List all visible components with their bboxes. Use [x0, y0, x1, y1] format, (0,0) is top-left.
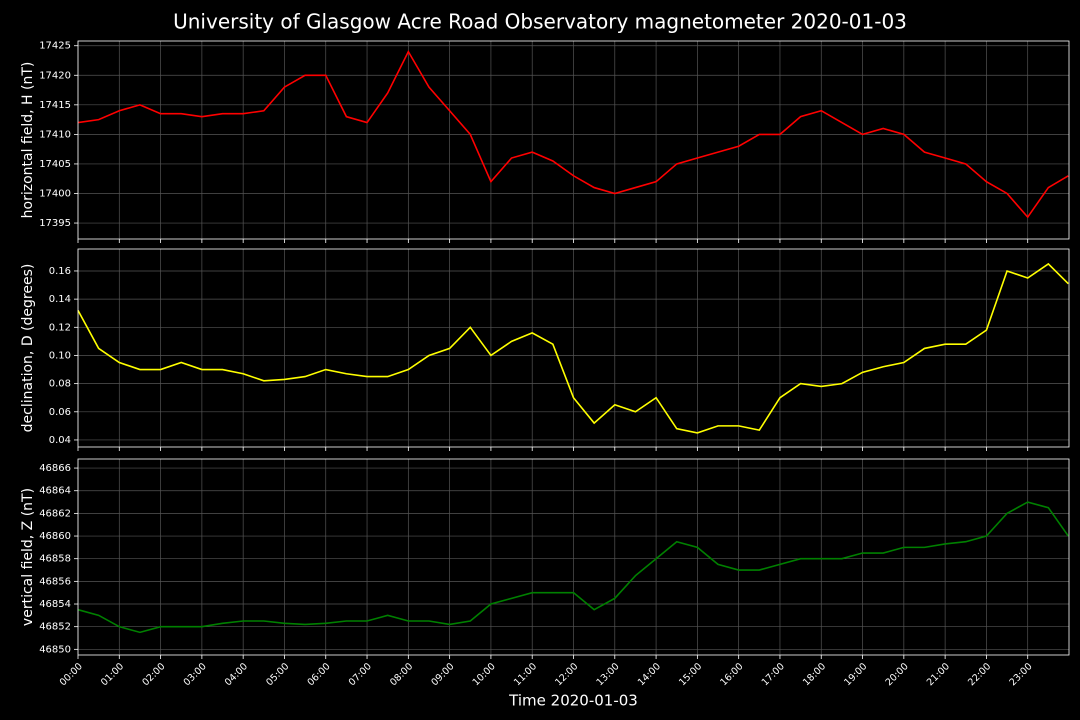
y-axis-label: declination, D (degrees) — [20, 264, 36, 433]
x-tick-label: 02:00 — [140, 661, 167, 688]
x-tick-label: 05:00 — [264, 661, 291, 688]
y-tick-label: 17410 — [39, 129, 71, 140]
x-tick-label: 23:00 — [1007, 661, 1034, 688]
x-tick-label: 16:00 — [718, 661, 745, 688]
plot-frame — [77, 458, 1070, 656]
y-tick-label: 46858 — [39, 554, 71, 565]
x-tick-label: 01:00 — [99, 661, 126, 688]
plot-frame — [77, 40, 1070, 240]
y-tick-label: 0.06 — [49, 407, 71, 418]
y-tick-label: 17420 — [39, 70, 71, 81]
x-tick-label: 13:00 — [595, 661, 622, 688]
data-line — [77, 49, 1069, 219]
y-tick-label: 17425 — [39, 41, 71, 52]
y-tick-label: 46864 — [39, 486, 71, 497]
y-tick-label: 0.10 — [49, 350, 71, 361]
x-tick-label: 08:00 — [388, 661, 415, 688]
x-tick-label: 07:00 — [347, 661, 374, 688]
y-tick-label: 0.04 — [49, 435, 71, 446]
x-tick-label: 21:00 — [925, 661, 952, 688]
y-tick-label: 0.12 — [49, 322, 71, 333]
y-tick-label: 46850 — [39, 644, 71, 655]
x-tick-label: 18:00 — [801, 661, 828, 688]
x-tick-label: 17:00 — [760, 661, 787, 688]
x-tick-label: 19:00 — [842, 661, 869, 688]
x-tick-label: 10:00 — [471, 661, 498, 688]
x-tick-label: 04:00 — [223, 661, 250, 688]
x-tick-label: 20:00 — [884, 661, 911, 688]
data-line — [77, 501, 1069, 634]
y-tick-label: 0.08 — [49, 379, 71, 390]
y-tick-label: 17415 — [39, 100, 71, 111]
y-tick-label: 46860 — [39, 531, 71, 542]
y-tick-label: 17400 — [39, 188, 71, 199]
x-axis-label: Time 2020-01-03 — [508, 692, 638, 710]
x-tick-label: 03:00 — [182, 661, 209, 688]
y-tick-label: 46854 — [39, 599, 71, 610]
x-tick-label: 12:00 — [553, 661, 580, 688]
y-tick-label: 17395 — [39, 218, 71, 229]
y-tick-label: 17405 — [39, 159, 71, 170]
y-tick-label: 0.14 — [49, 294, 71, 305]
x-tick-label: 14:00 — [636, 661, 663, 688]
y-tick-label: 46866 — [39, 463, 71, 474]
x-tick-label: 11:00 — [512, 661, 539, 688]
x-tick-label: 06:00 — [305, 661, 332, 688]
x-tick-label: 15:00 — [677, 661, 704, 688]
figure-title: University of Glasgow Acre Road Observat… — [173, 10, 907, 34]
y-tick-label: 0.16 — [49, 266, 71, 277]
y-axis-label: vertical field, Z (nT) — [20, 488, 36, 626]
plot-frame — [77, 248, 1070, 448]
x-tick-label: 09:00 — [429, 661, 456, 688]
x-tick-label: 00:00 — [58, 661, 85, 688]
y-axis-label: horizontal field, H (nT) — [20, 62, 36, 219]
data-line — [77, 262, 1069, 434]
y-tick-label: 46852 — [39, 622, 71, 633]
y-tick-label: 46856 — [39, 576, 71, 587]
y-tick-label: 46862 — [39, 508, 71, 519]
x-tick-label: 22:00 — [966, 661, 993, 688]
